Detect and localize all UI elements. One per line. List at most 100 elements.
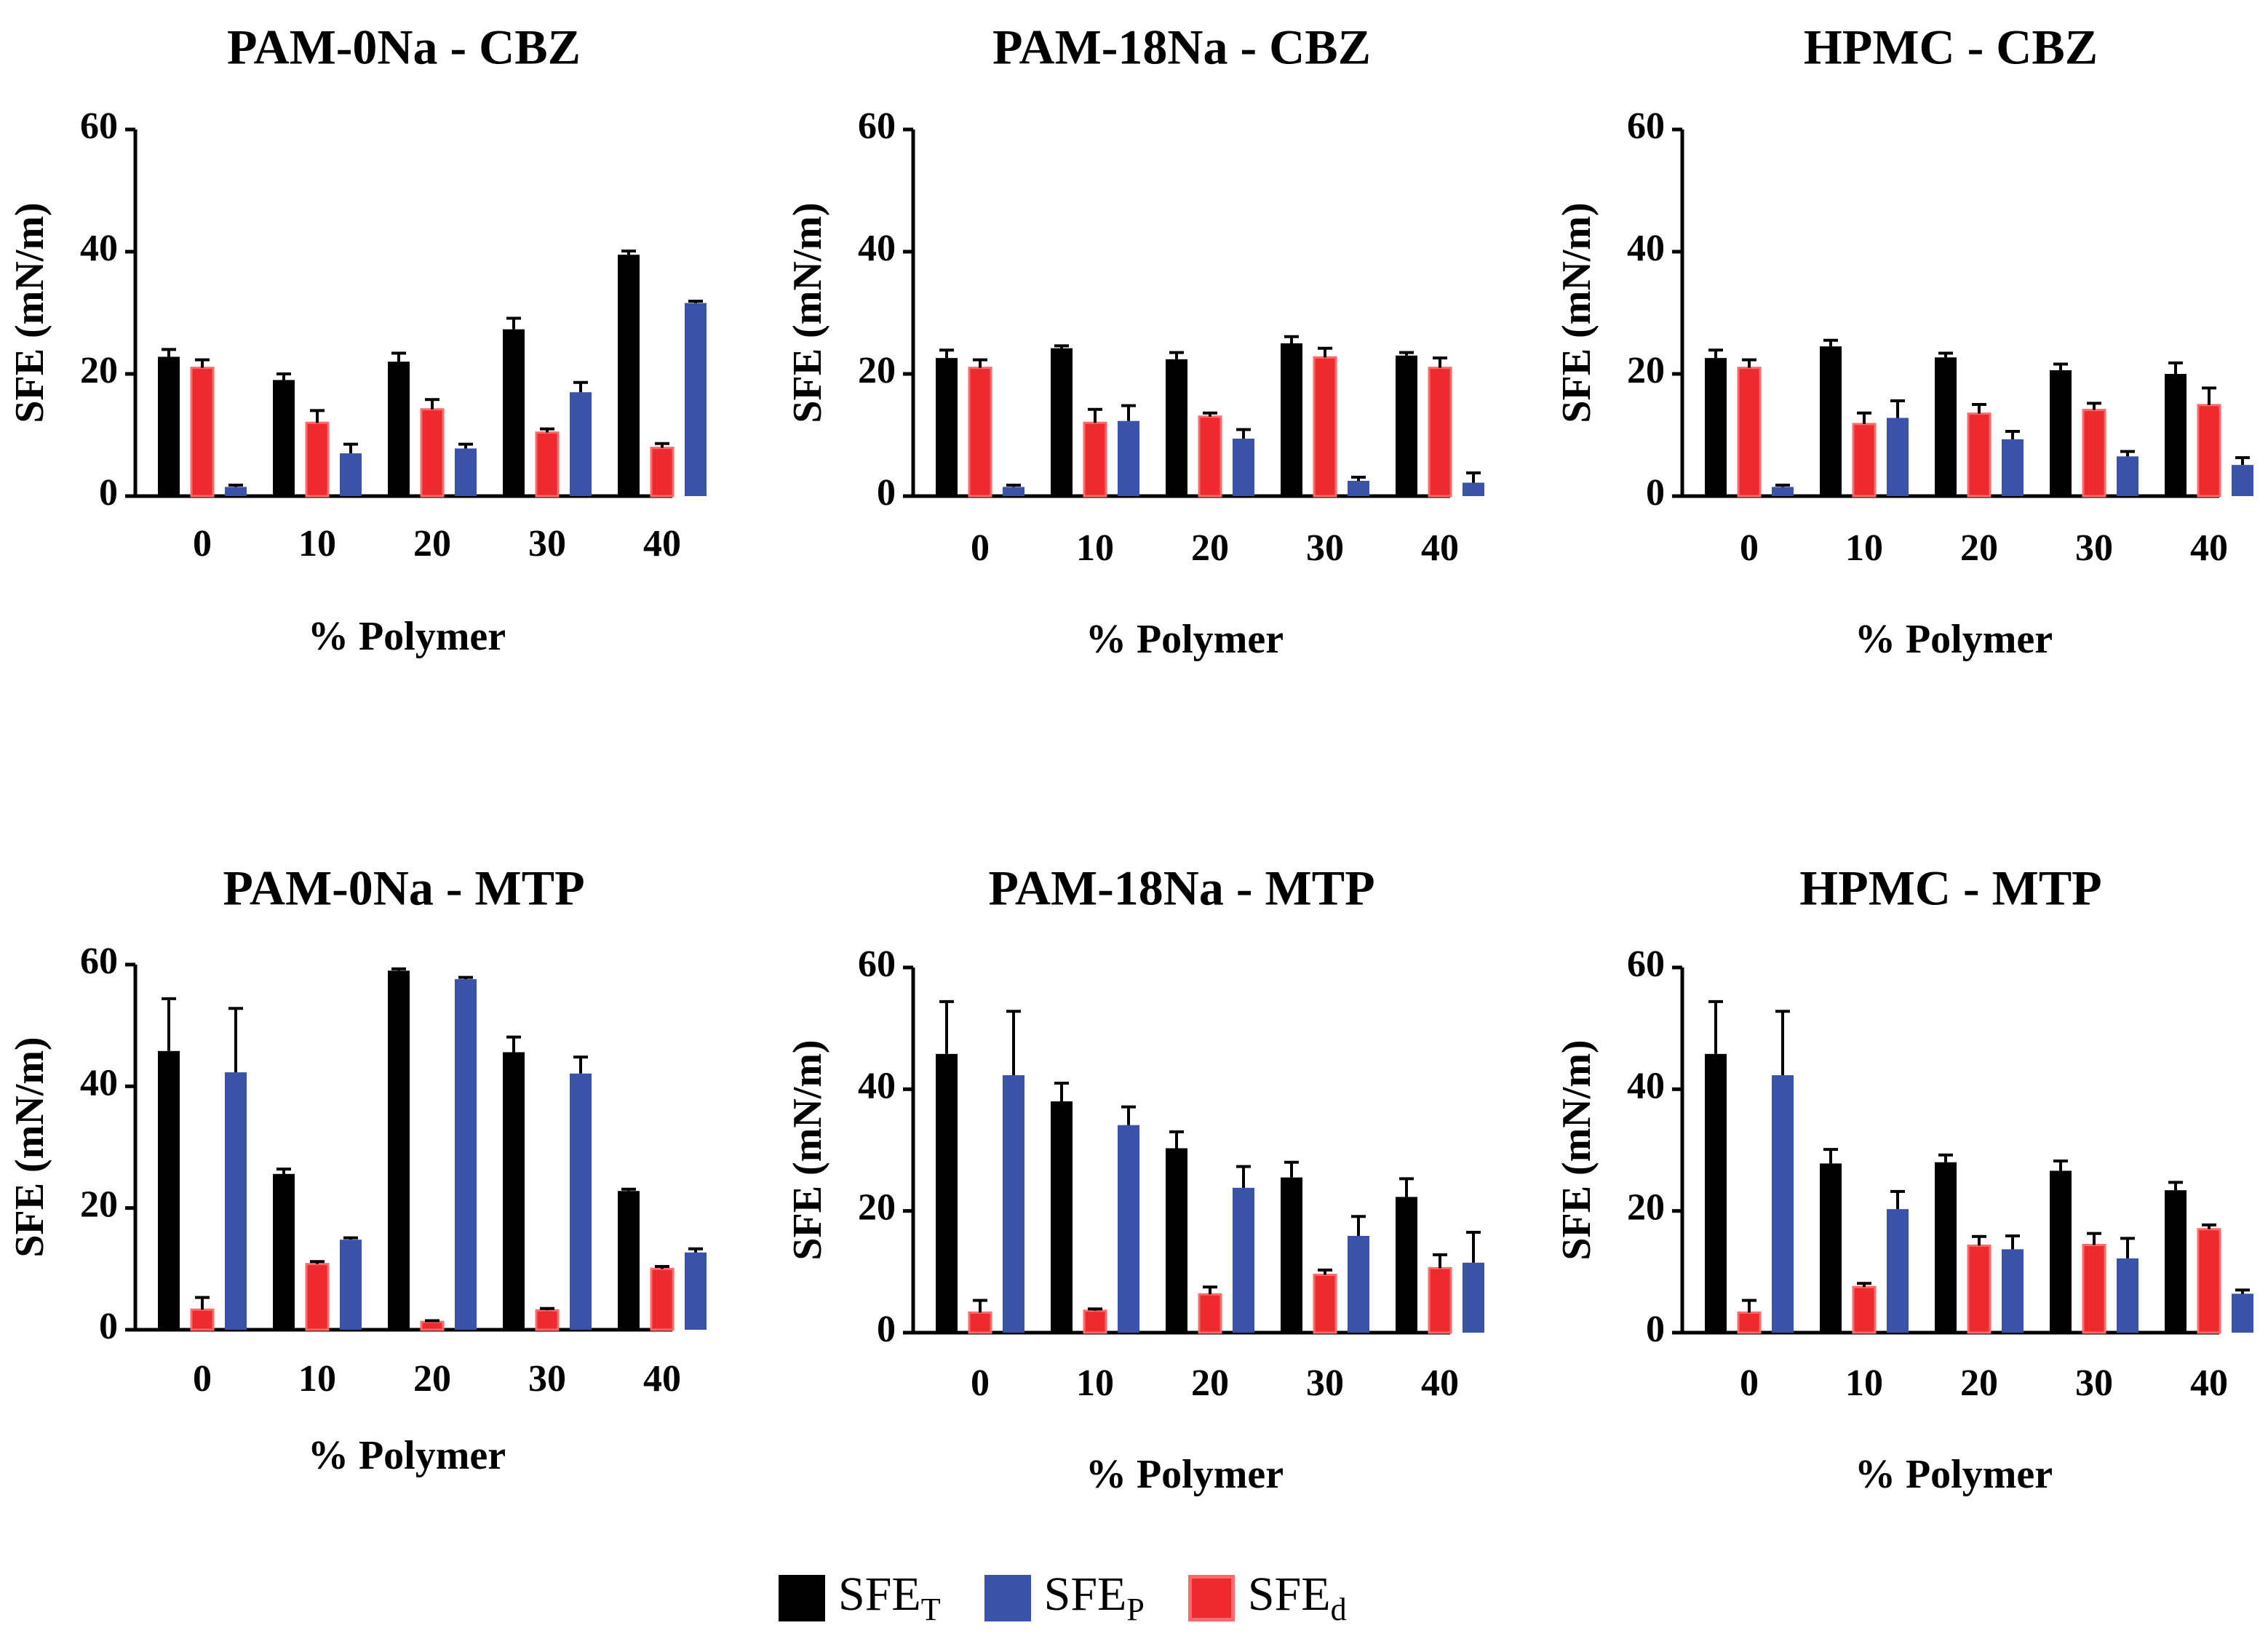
error-bar xyxy=(1121,1105,1136,1125)
error-bar xyxy=(2053,362,2068,370)
y-tick-label: 20 xyxy=(1627,1187,1665,1229)
error-bar xyxy=(1351,475,1366,481)
error-bar xyxy=(1775,483,1790,487)
y-axis-label: SFE (mN/m) xyxy=(785,202,830,423)
error-bar xyxy=(2005,1234,2020,1250)
error-bar xyxy=(2168,1181,2183,1191)
chart-panel-pam-18na-mtp: PAM-18Na - MTP SFE (mN/m) 0 20 40 60 0 10 20 30 40… xyxy=(785,861,1484,1497)
error-bar xyxy=(1284,1160,1299,1178)
error-bar xyxy=(573,1056,588,1074)
bar-sfe-d-20 xyxy=(1967,412,1992,498)
y-tick-label: 40 xyxy=(858,1065,896,1106)
bar-sfe-t-20 xyxy=(1935,1162,1957,1333)
error-bar xyxy=(425,398,439,410)
error-bar xyxy=(973,358,987,368)
error-bar xyxy=(458,975,473,980)
x-axis-label: % Polymer xyxy=(1086,1452,1284,1497)
error-bar xyxy=(688,1247,703,1253)
error-bar xyxy=(621,1187,636,1192)
error-bar xyxy=(2005,429,2020,439)
x-tick-label: 20 xyxy=(1960,1362,1998,1404)
error-bar xyxy=(1823,1148,1838,1164)
error-bar xyxy=(425,1319,439,1322)
error-bar xyxy=(1169,351,1184,359)
bar-sfe-d-0 xyxy=(190,1308,215,1331)
legend-swatch xyxy=(779,1575,825,1621)
x-tick-label: 10 xyxy=(298,523,336,564)
chart-panel-pam-18na-cbz: PAM-18Na - CBZ SFE (mN/m) 0 20 40 60 0 10 20 30 40… xyxy=(785,20,1484,662)
bar-sfe-d-30 xyxy=(1313,356,1337,498)
bar-sfe-d-30 xyxy=(535,431,560,498)
bar-sfe-p-0 xyxy=(1772,487,1794,496)
error-bar xyxy=(391,351,406,362)
error-bar xyxy=(506,1035,521,1053)
bar-sfe-t-20 xyxy=(388,970,410,1330)
x-tick-label: 10 xyxy=(298,1358,336,1400)
y-tick-label: 40 xyxy=(858,228,896,269)
x-tick-label: 0 xyxy=(1740,1362,1759,1404)
bar-sfe-d-40 xyxy=(1428,367,1452,498)
bar-sfe-t-30 xyxy=(503,329,525,496)
error-bar xyxy=(1857,411,1871,424)
bar-sfe-t-40 xyxy=(618,255,640,496)
y-tick-label: 60 xyxy=(1627,105,1665,147)
error-bar xyxy=(540,1306,554,1311)
bar-sfe-t-30 xyxy=(2050,1170,2072,1333)
x-tick-label: 20 xyxy=(413,1358,451,1400)
chart-title: HPMC - MTP xyxy=(1799,861,2101,916)
x-tick-label: 0 xyxy=(193,523,212,564)
legend: SFET SFEP SFEd xyxy=(779,1565,1347,1631)
x-tick-label: 0 xyxy=(1740,527,1759,569)
chart-title: HPMC - CBZ xyxy=(1804,20,2098,75)
y-tick-label: 0 xyxy=(877,1309,896,1350)
y-axis-label: SFE (mN/m) xyxy=(1554,202,1599,423)
x-axis-label: % Polymer xyxy=(308,1433,506,1478)
bar-sfe-p-10 xyxy=(1887,1209,1909,1333)
bar-sfe-d-20 xyxy=(1198,415,1222,498)
error-bar xyxy=(1742,1298,1756,1313)
x-axis-label: % Polymer xyxy=(308,614,506,659)
bar-sfe-p-20 xyxy=(455,979,477,1330)
chart-panel-pam-0na-cbz: PAM-0Na - CBZ SFE (mN/m) 0 20 40 60 0 10 20 30 40%… xyxy=(7,20,707,659)
error-bar xyxy=(655,442,669,448)
bar-sfe-t-0 xyxy=(936,1053,958,1333)
y-tick-label: 0 xyxy=(1646,1309,1665,1350)
error-bar xyxy=(1351,1215,1366,1236)
y-tick-label: 0 xyxy=(1646,472,1665,514)
error-bar xyxy=(2202,386,2216,405)
error-bar xyxy=(1006,483,1021,487)
error-bar xyxy=(1972,1234,1986,1246)
x-tick-label: 20 xyxy=(1191,527,1229,569)
y-tick-label: 20 xyxy=(858,1187,896,1229)
error-bar xyxy=(1708,348,1723,359)
error-bar xyxy=(1088,1307,1102,1311)
bar-sfe-t-0 xyxy=(158,356,180,496)
error-bar xyxy=(1169,1130,1184,1149)
y-tick-label: 20 xyxy=(80,1184,118,1226)
y-tick-label: 20 xyxy=(80,350,118,391)
y-tick-label: 0 xyxy=(99,472,118,514)
error-bar xyxy=(1236,428,1251,439)
bar-sfe-d-20 xyxy=(420,408,445,498)
bar-sfe-p-30 xyxy=(570,1073,592,1330)
y-tick-label: 40 xyxy=(1627,228,1665,269)
error-bar xyxy=(276,372,291,380)
bar-sfe-p-0 xyxy=(225,1072,247,1330)
error-bar xyxy=(195,358,210,368)
legend-item-sfe-d: SFEd xyxy=(1187,1571,1347,1626)
error-bar xyxy=(1054,1081,1069,1102)
error-bar xyxy=(1857,1282,1871,1288)
bar-sfe-t-0 xyxy=(1705,358,1727,496)
legend-item-sfe-p: SFEP xyxy=(984,1571,1145,1626)
bar-sfe-t-20 xyxy=(1166,1148,1187,1333)
error-bar xyxy=(1972,403,1986,414)
x-tick-label: 20 xyxy=(413,523,451,564)
error-bar xyxy=(655,1264,669,1269)
error-bar xyxy=(573,380,588,393)
error-bar xyxy=(1466,1230,1481,1263)
chart-title: PAM-18Na - MTP xyxy=(988,861,1374,916)
y-axis-label: SFE (mN/m) xyxy=(7,1037,52,1257)
legend-label: SFET xyxy=(838,1568,941,1627)
bar-sfe-t-10 xyxy=(1051,1101,1073,1333)
error-bar xyxy=(391,967,406,971)
